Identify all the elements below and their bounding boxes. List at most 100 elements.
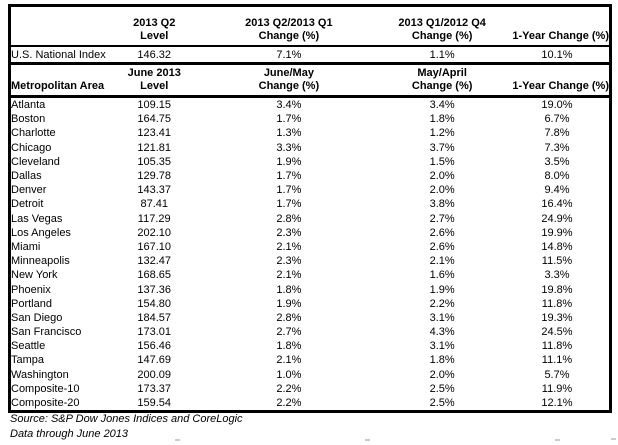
one-year-change-cell: 19.0% [541, 99, 573, 112]
source-note: Source: S&P Dow Jones Indices and CoreLo… [10, 413, 243, 425]
header-line: Change (%) [258, 80, 320, 92]
one-year-change-cell: 16.4% [541, 198, 573, 211]
metro-area-cell: Minneapolis [11, 255, 70, 268]
header-line: 2013 Q2/2013 Q1 [245, 17, 333, 29]
metro-row: Minneapolis 132.47 2.3% 2.1% 11.5% [10, 254, 611, 268]
level-cell: 173.37 [137, 382, 172, 395]
month1-change-cell: 2.3% [276, 255, 302, 268]
metro-area-cell: New York [11, 269, 58, 282]
footnotes: Source: S&P Dow Jones Indices and CoreLo… [10, 412, 243, 441]
level-cell: 156.46 [137, 340, 172, 353]
metro-row: Detroit 87.41 1.7% 3.8% 16.4% [10, 197, 611, 211]
one-year-change-cell: 6.7% [544, 113, 570, 126]
one-year-change-cell: 11.9% [541, 382, 573, 395]
month2-change-cell: 3.7% [429, 141, 455, 154]
level-cell: 117.29 [137, 212, 171, 225]
month1-change-cell: 2.3% [276, 226, 302, 239]
level-cell: 132.47 [137, 255, 172, 268]
metro-area-cell: Chicago [11, 141, 52, 154]
metro-row: Atlanta 109.15 3.4% 3.4% 19.0% [10, 97, 611, 113]
header-line: 2013 Q1/2012 Q4 [398, 17, 486, 29]
month2-change-cell: 2.6% [429, 240, 455, 253]
month2-change-cell: 2.1% [429, 255, 455, 268]
metro-row: New York 168.65 2.1% 1.6% 3.3% [10, 268, 611, 282]
month1-change-cell: 1.0% [276, 368, 302, 381]
one-year-change-cell: 19.8% [541, 283, 573, 296]
level-cell: 121.81 [137, 141, 172, 154]
metro-row: Seattle 156.46 1.8% 3.1% 11.8% [10, 339, 611, 353]
one-year-change-cell: 8.0% [544, 170, 570, 183]
month1-change-cell: 2.8% [276, 311, 302, 324]
metro-area-cell: Charlotte [11, 127, 56, 140]
level-cell: 109.15 [137, 99, 172, 112]
metro-area-cell: Dallas [11, 170, 42, 183]
metro-row: Portland 154.80 1.9% 2.2% 11.8% [10, 297, 611, 311]
month2-change-cell: 3.1% [429, 311, 455, 324]
header-q1-q4-change: 2013 Q1/2012 Q4 Change (%) [379, 5, 505, 47]
month1-change-cell: 2.1% [276, 269, 302, 282]
header-2013q2-level: 2013 Q2 Level [110, 5, 199, 47]
national-1yr-value: 10.1% [504, 46, 611, 65]
metro-row: Tampa 147.69 2.1% 1.8% 11.1% [10, 353, 611, 367]
metro-area-cell: San Francisco [11, 326, 82, 339]
level-cell: 105.35 [137, 155, 172, 168]
metro-area-cell: Las Vegas [11, 212, 63, 225]
metro-area-cell: Portland [11, 297, 52, 310]
national-header-blank-cell [9, 5, 110, 47]
metro-area-cell: Cleveland [11, 155, 60, 168]
month2-change-cell: 2.7% [429, 212, 455, 225]
level-cell: 164.75 [137, 113, 172, 126]
one-year-change-cell: 24.9% [541, 212, 573, 225]
metro-area-cell: Miami [11, 240, 41, 253]
metro-row: Composite-10 173.37 2.2% 2.5% 11.9% [10, 382, 611, 396]
level-cell: 154.80 [137, 297, 172, 310]
month1-change-cell: 2.1% [276, 240, 302, 253]
metro-header-row: Metropolitan Area June 2013 Level June/M… [9, 63, 611, 98]
metro-row: Chicago 121.81 3.3% 3.7% 7.3% [10, 141, 611, 155]
one-year-change-cell: 9.4% [544, 184, 570, 197]
metro-row: Miami 167.10 2.1% 2.6% 14.8% [10, 240, 611, 254]
national-level-value: 146.32 [110, 46, 199, 65]
one-year-change-cell: 11.1% [541, 354, 573, 367]
level-cell: 147.69 [137, 354, 172, 367]
month1-change-cell: 2.1% [276, 354, 302, 367]
month1-change-cell: 2.2% [276, 382, 302, 395]
month1-change-cell: 1.7% [276, 170, 302, 183]
one-year-change-cell: 11.8% [541, 340, 573, 353]
one-year-change-cell: 3.3% [544, 269, 570, 282]
metro-row: Denver 143.37 1.7% 2.0% 9.4% [10, 183, 611, 197]
month2-change-cell: 1.2% [429, 127, 455, 140]
page-break-mark [175, 439, 180, 441]
one-year-change-cell: 7.8% [544, 127, 570, 140]
home-price-index-table: 2013 Q2 Level 2013 Q2/2013 Q1 Change (%)… [8, 4, 612, 414]
metro-row: San Diego 184.57 2.8% 3.1% 19.3% [10, 311, 611, 325]
header-june-may-change: June/May Change (%) [198, 63, 380, 98]
metro-area-cell: Washington [11, 368, 69, 381]
month2-change-cell: 1.9% [429, 283, 455, 296]
header-june2013-level: June 2013 Level [110, 63, 199, 98]
page-break-mark [365, 439, 370, 441]
metro-row: Las Vegas 117.29 2.8% 2.7% 24.9% [10, 212, 611, 226]
national-q2q1-value: 7.1% [198, 46, 380, 65]
level-cell: 168.65 [137, 269, 172, 282]
month1-change-cell: 1.3% [276, 127, 302, 140]
metro-row: San Francisco 173.01 2.7% 4.3% 24.5% [10, 325, 611, 339]
metro-area-cell: Atlanta [11, 99, 46, 112]
metro-area-cell: Phoenix [11, 283, 51, 296]
month2-change-cell: 3.4% [429, 99, 455, 112]
metro-row: Dallas 129.78 1.7% 2.0% 8.0% [10, 169, 611, 183]
month2-change-cell: 1.6% [429, 269, 455, 282]
metro-table-body: Atlanta 109.15 3.4% 3.4% 19.0% Boston 164.75 1.… [10, 97, 611, 412]
one-year-change-cell: 12.1% [541, 397, 573, 410]
us-national-index-row: U.S. National Index 146.32 7.1% 1.1% 10.… [9, 46, 611, 65]
month1-change-cell: 1.7% [276, 198, 302, 211]
header-line: June/May [263, 67, 314, 79]
metro-row: Boston 164.75 1.7% 1.8% 6.7% [10, 112, 611, 126]
month2-change-cell: 2.0% [429, 170, 455, 183]
month1-change-cell: 3.3% [276, 141, 302, 154]
header-line: Change (%) [411, 80, 473, 92]
metro-row: Los Angeles 202.10 2.3% 2.6% 19.9% [10, 226, 611, 240]
month2-change-cell: 1.8% [429, 354, 455, 367]
header-national-1yr-change: 1-Year Change (%) [504, 5, 611, 47]
header-line: May/April [417, 67, 467, 79]
